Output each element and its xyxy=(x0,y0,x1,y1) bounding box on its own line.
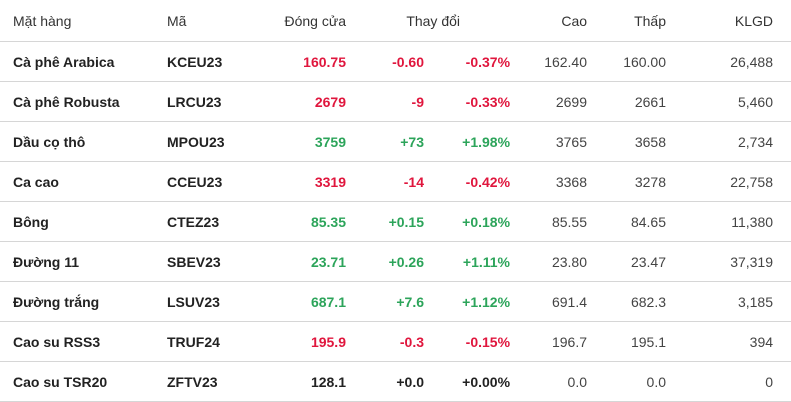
commodity-code[interactable]: CCEU23 xyxy=(160,161,258,202)
volume: 22,758 xyxy=(668,161,791,202)
change-percent: +1.12% xyxy=(424,281,511,322)
change-value: +73 xyxy=(346,121,424,162)
low-price: 0.0 xyxy=(589,361,669,402)
close-price: 160.75 xyxy=(258,41,346,82)
table-row[interactable]: Đường trắng LSUV23 687.1 +7.6 +1.12% 691.4 682… xyxy=(0,281,791,322)
table-row[interactable]: Cà phê Robusta LRCU23 2679 -9 -0.33% 2699 2661… xyxy=(0,81,791,122)
commodity-name[interactable]: Ca cao xyxy=(0,161,160,202)
close-price: 2679 xyxy=(258,81,346,122)
close-price: 85.35 xyxy=(258,201,346,242)
close-price: 195.9 xyxy=(258,321,346,362)
table-row[interactable]: Bông CTEZ23 85.35 +0.15 +0.18% 85.55 84.65 11,3… xyxy=(0,201,791,242)
low-price: 195.1 xyxy=(589,321,669,362)
change-percent: -0.33% xyxy=(424,81,511,122)
header-high[interactable]: Cao xyxy=(510,0,590,42)
volume: 2,734 xyxy=(668,121,791,162)
low-price: 160.00 xyxy=(589,41,669,82)
commodity-code[interactable]: ZFTV23 xyxy=(160,361,258,402)
change-value: -9 xyxy=(346,81,424,122)
table-row[interactable]: Cà phê Arabica KCEU23 160.75 -0.60 -0.37% 162… xyxy=(0,41,791,82)
volume: 5,460 xyxy=(668,81,791,122)
commodity-code[interactable]: LSUV23 xyxy=(160,281,258,322)
header-code[interactable]: Mã xyxy=(160,0,258,42)
volume: 26,488 xyxy=(668,41,791,82)
high-price: 2699 xyxy=(510,81,590,122)
low-price: 2661 xyxy=(589,81,669,122)
close-price: 3759 xyxy=(258,121,346,162)
commodity-name[interactable]: Dầu cọ thô xyxy=(0,121,160,162)
change-value: -0.3 xyxy=(346,321,424,362)
close-price: 23.71 xyxy=(258,241,346,282)
commodity-name[interactable]: Cao su RSS3 xyxy=(0,321,160,362)
header-close[interactable]: Đóng cửa xyxy=(258,0,346,42)
change-value: +7.6 xyxy=(346,281,424,322)
table-row[interactable]: Cao su RSS3 TRUF24 195.9 -0.3 -0.15% 196.7 195… xyxy=(0,321,791,362)
table-row[interactable]: Ca cao CCEU23 3319 -14 -0.42% 3368 3278 22,758 xyxy=(0,161,791,202)
change-percent: +1.11% xyxy=(424,241,511,282)
high-price: 23.80 xyxy=(510,241,590,282)
low-price: 23.47 xyxy=(589,241,669,282)
header-change[interactable]: Thay đổi xyxy=(346,0,511,42)
close-price: 3319 xyxy=(258,161,346,202)
header-volume[interactable]: KLGD xyxy=(668,0,791,42)
commodity-name[interactable]: Cà phê Arabica xyxy=(0,41,160,82)
volume: 37,319 xyxy=(668,241,791,282)
table-row[interactable]: Cao su TSR20 ZFTV23 128.1 +0.0 +0.00% 0.0 0.0 0 xyxy=(0,361,791,402)
commodity-name[interactable]: Đường trắng xyxy=(0,281,160,322)
low-price: 3658 xyxy=(589,121,669,162)
high-price: 196.7 xyxy=(510,321,590,362)
change-value: -14 xyxy=(346,161,424,202)
high-price: 85.55 xyxy=(510,201,590,242)
change-value: +0.26 xyxy=(346,241,424,282)
change-percent: -0.37% xyxy=(424,41,511,82)
commodity-code[interactable]: SBEV23 xyxy=(160,241,258,282)
table-header: Mặt hàng Mã Đóng cửa Thay đổi Cao Thấp K… xyxy=(0,0,791,42)
table-body: Cà phê Arabica KCEU23 160.75 -0.60 -0.37% 162… xyxy=(0,41,791,402)
change-value: +0.15 xyxy=(346,201,424,242)
close-price: 687.1 xyxy=(258,281,346,322)
commodity-code[interactable]: TRUF24 xyxy=(160,321,258,362)
change-percent: +0.18% xyxy=(424,201,511,242)
commodity-name[interactable]: Cà phê Robusta xyxy=(0,81,160,122)
high-price: 0.0 xyxy=(510,361,590,402)
close-price: 128.1 xyxy=(258,361,346,402)
header-row: Mặt hàng Mã Đóng cửa Thay đổi Cao Thấp K… xyxy=(0,0,791,42)
volume: 0 xyxy=(668,361,791,402)
high-price: 162.40 xyxy=(510,41,590,82)
change-percent: -0.15% xyxy=(424,321,511,362)
low-price: 3278 xyxy=(589,161,669,202)
change-percent: -0.42% xyxy=(424,161,511,202)
volume: 3,185 xyxy=(668,281,791,322)
change-percent: +1.98% xyxy=(424,121,511,162)
high-price: 3368 xyxy=(510,161,590,202)
high-price: 691.4 xyxy=(510,281,590,322)
table-row[interactable]: Dầu cọ thô MPOU23 3759 +73 +1.98% 3765 3658 2,7… xyxy=(0,121,791,162)
commodity-code[interactable]: CTEZ23 xyxy=(160,201,258,242)
change-percent: +0.00% xyxy=(424,361,511,402)
low-price: 84.65 xyxy=(589,201,669,242)
volume: 11,380 xyxy=(668,201,791,242)
header-name[interactable]: Mặt hàng xyxy=(0,0,160,42)
commodity-code[interactable]: KCEU23 xyxy=(160,41,258,82)
commodity-name[interactable]: Bông xyxy=(0,201,160,242)
commodity-name[interactable]: Cao su TSR20 xyxy=(0,361,160,402)
volume: 394 xyxy=(668,321,791,362)
high-price: 3765 xyxy=(510,121,590,162)
table-row[interactable]: Đường 11 SBEV23 23.71 +0.26 +1.11% 23.80 23.47… xyxy=(0,241,791,282)
change-value: -0.60 xyxy=(346,41,424,82)
commodity-code[interactable]: LRCU23 xyxy=(160,81,258,122)
header-low[interactable]: Thấp xyxy=(589,0,669,42)
commodity-name[interactable]: Đường 11 xyxy=(0,241,160,282)
low-price: 682.3 xyxy=(589,281,669,322)
change-value: +0.0 xyxy=(346,361,424,402)
commodity-code[interactable]: MPOU23 xyxy=(160,121,258,162)
